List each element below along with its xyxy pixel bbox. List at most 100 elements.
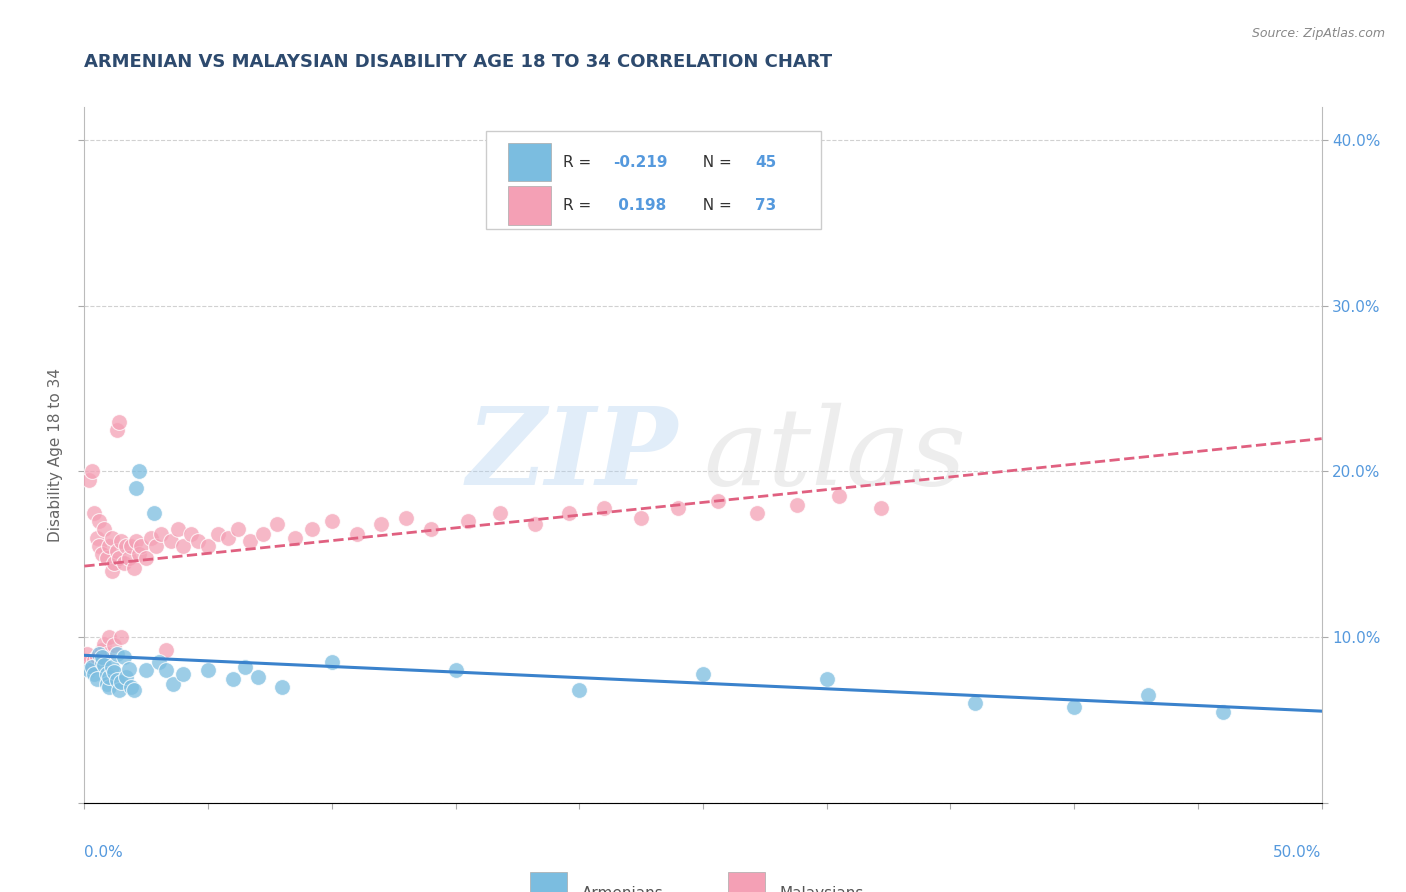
Point [125, 481, 148, 495]
Point [98, 680, 121, 694]
Point [457, 514, 479, 528]
Point [76, 647, 98, 661]
Text: 50.0%: 50.0% [1274, 845, 1322, 860]
Text: -0.219: -0.219 [613, 154, 668, 169]
Point [395, 511, 418, 525]
Point [568, 683, 591, 698]
Text: 73: 73 [755, 198, 776, 213]
Point [115, 670, 138, 684]
Point [965, 697, 987, 711]
Point [444, 663, 467, 677]
Point [112, 556, 135, 570]
Point [105, 647, 128, 661]
Point [246, 670, 269, 684]
Point [120, 680, 142, 694]
FancyBboxPatch shape [508, 143, 551, 181]
Point [80, 465, 103, 479]
Text: ARMENIAN VS MALAYSIAN DISABILITY AGE 18 TO 34 CORRELATION CHART: ARMENIAN VS MALAYSIAN DISABILITY AGE 18 … [84, 54, 832, 71]
Point [233, 660, 256, 674]
Point [110, 534, 132, 549]
Point [83, 506, 105, 520]
Point [122, 683, 145, 698]
Point [118, 550, 141, 565]
Point [93, 523, 115, 537]
Point [128, 547, 150, 561]
Text: 0.198: 0.198 [613, 198, 666, 213]
Text: 45: 45 [755, 154, 776, 169]
Point [125, 534, 148, 549]
Point [226, 523, 249, 537]
Point [89, 647, 111, 661]
Point [155, 643, 177, 657]
Point [321, 514, 343, 528]
Point [122, 560, 145, 574]
Point [593, 500, 616, 515]
Point [96, 676, 118, 690]
Point [370, 517, 392, 532]
Point [96, 550, 118, 565]
Point [155, 663, 177, 677]
Point [172, 666, 194, 681]
Point [160, 534, 183, 549]
Point [747, 506, 769, 520]
Point [83, 666, 105, 681]
Point [79, 473, 101, 487]
Point [321, 655, 343, 669]
Point [148, 655, 170, 669]
Point [118, 662, 141, 676]
Point [252, 527, 274, 541]
Point [105, 544, 128, 558]
Text: N =: N = [693, 198, 737, 213]
Point [112, 650, 135, 665]
Point [110, 674, 132, 689]
Text: 0.0%: 0.0% [84, 845, 124, 860]
Text: Malaysians: Malaysians [780, 886, 865, 892]
Point [79, 655, 101, 669]
FancyBboxPatch shape [728, 872, 765, 892]
Point [80, 660, 103, 674]
Point [187, 534, 209, 549]
Point [1137, 688, 1160, 702]
Point [217, 531, 239, 545]
Text: N =: N = [693, 154, 737, 169]
Point [105, 673, 128, 688]
Point [419, 523, 441, 537]
Point [141, 531, 163, 545]
Point [150, 527, 173, 541]
Point [108, 550, 131, 565]
Point [692, 666, 714, 681]
Point [129, 539, 152, 553]
Point [90, 643, 112, 657]
Text: Armenians: Armenians [582, 886, 664, 892]
Point [90, 547, 112, 561]
Point [145, 539, 167, 553]
Point [172, 539, 194, 553]
Point [98, 539, 121, 553]
Point [103, 665, 125, 679]
Text: Source: ZipAtlas.com: Source: ZipAtlas.com [1251, 27, 1385, 40]
Point [115, 539, 138, 553]
Point [197, 539, 219, 553]
Point [86, 672, 108, 686]
Point [98, 630, 121, 644]
Point [301, 523, 323, 537]
Point [98, 670, 121, 684]
Point [89, 514, 111, 528]
Point [103, 556, 125, 570]
Point [786, 498, 808, 512]
Point [135, 550, 157, 565]
Point [630, 511, 652, 525]
Point [1063, 699, 1085, 714]
Point [162, 676, 184, 690]
FancyBboxPatch shape [486, 131, 821, 229]
Point [167, 523, 190, 537]
Point [100, 531, 122, 545]
Point [239, 534, 262, 549]
Point [707, 494, 730, 508]
Point [558, 506, 581, 520]
Text: R =: R = [564, 198, 596, 213]
Point [100, 564, 122, 578]
Point [103, 639, 125, 653]
Point [870, 500, 893, 515]
Point [96, 647, 118, 661]
